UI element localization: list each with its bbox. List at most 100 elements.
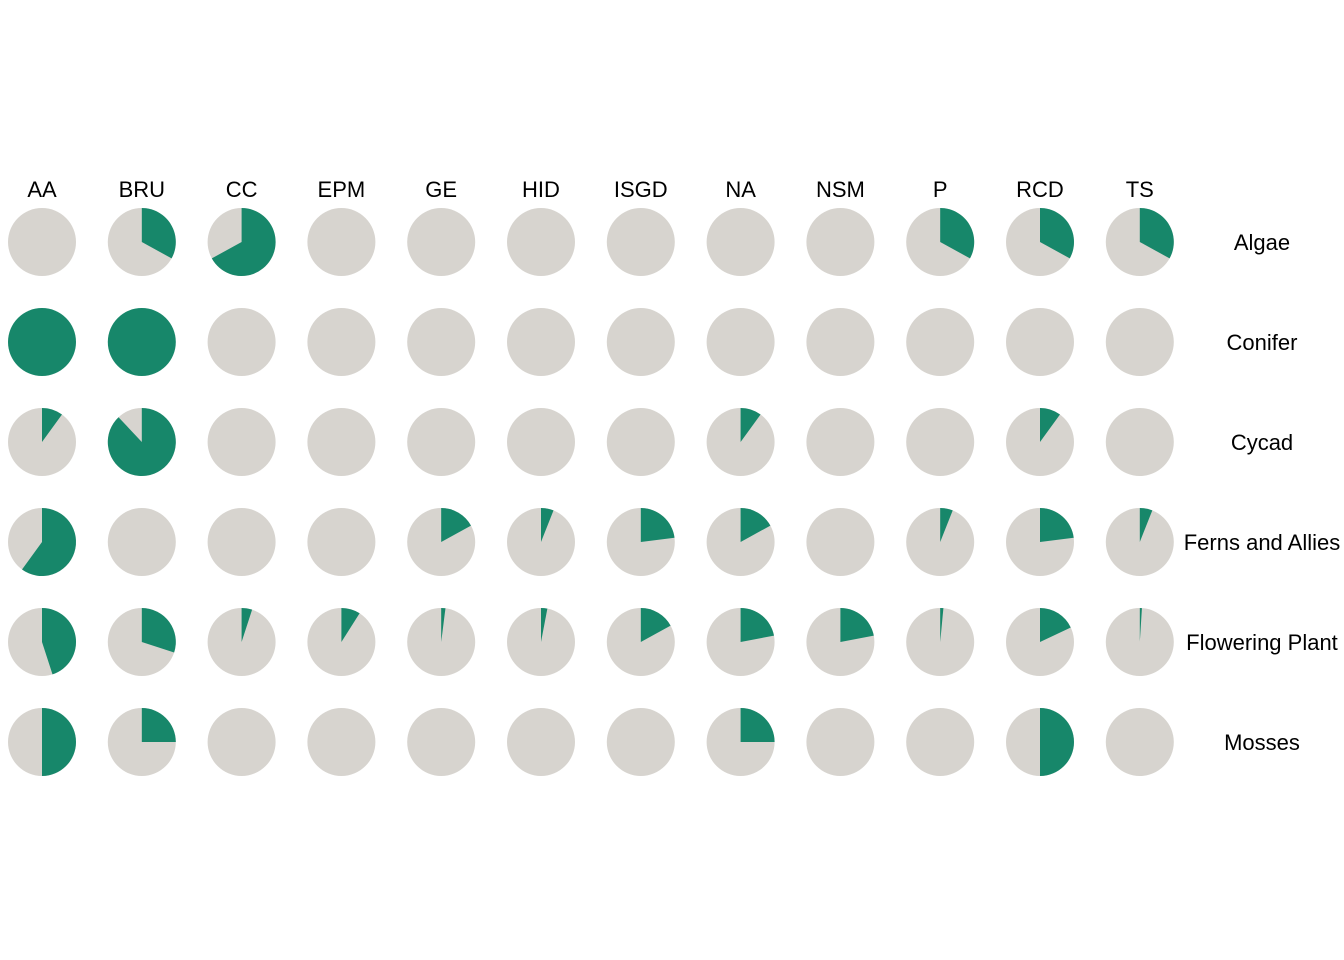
- pie-algae-isgd: [606, 208, 675, 276]
- pie-conifer-epm: [307, 308, 376, 376]
- pie-cycad-aa: [8, 408, 76, 476]
- pie-base-slice: [407, 308, 476, 376]
- pie-algae-nsm: [806, 208, 875, 276]
- pie-conifer-rcd: [1006, 308, 1074, 376]
- pie-cycad-nsm: [806, 408, 875, 476]
- column-label-epm: EPM: [318, 177, 366, 202]
- pie-conifer-p: [906, 308, 975, 376]
- pie-highlight-slice: [42, 708, 76, 776]
- pie-cycad-cc: [207, 408, 276, 476]
- column-label-rcd: RCD: [1016, 177, 1064, 202]
- pie-base-slice: [107, 508, 176, 576]
- pie-flowering-plant-rcd: [1006, 608, 1074, 676]
- pie-cells: [8, 208, 1174, 776]
- pie-highlight-slice: [1139, 508, 1153, 542]
- pie-base-slice: [1105, 408, 1174, 476]
- pie-ferns-and-allies-hid: [507, 508, 575, 576]
- pie-cycad-epm: [307, 408, 376, 476]
- pie-mosses-aa: [8, 708, 76, 776]
- pie-cycad-hid: [507, 408, 575, 476]
- pie-ferns-and-allies-isgd: [606, 508, 675, 576]
- pie-base-slice: [606, 408, 675, 476]
- pie-mosses-hid: [507, 708, 575, 776]
- pie-base-slice: [806, 408, 875, 476]
- pie-highlight-slice: [107, 408, 176, 476]
- pie-highlight-slice: [42, 408, 62, 442]
- pie-conifer-isgd: [606, 308, 675, 376]
- row-label-ferns-and-allies: Ferns and Allies: [1184, 530, 1341, 555]
- pie-algae-bru: [107, 208, 176, 276]
- column-label-cc: CC: [226, 177, 258, 202]
- pie-base-slice: [407, 708, 476, 776]
- pie-mosses-bru: [107, 708, 176, 776]
- pie-base-slice: [507, 708, 575, 776]
- pie-flowering-plant-na: [706, 608, 775, 676]
- pie-cycad-bru: [107, 408, 176, 476]
- pie-mosses-ts: [1105, 708, 1174, 776]
- row-label-algae: Algae: [1234, 230, 1290, 255]
- pie-highlight-slice: [141, 608, 176, 653]
- pie-conifer-hid: [507, 308, 575, 376]
- pie-highlight-slice: [441, 508, 471, 542]
- pie-cycad-na: [706, 408, 775, 476]
- pie-cycad-ts: [1105, 408, 1174, 476]
- column-label-na: NA: [725, 177, 756, 202]
- pie-highlight-slice: [141, 208, 176, 259]
- pie-highlight-slice: [940, 208, 975, 259]
- pie-base-slice: [507, 208, 575, 276]
- row-label-mosses: Mosses: [1224, 730, 1300, 755]
- pie-highlight-slice: [840, 608, 874, 642]
- column-label-hid: HID: [522, 177, 560, 202]
- pie-highlight-slice: [1040, 708, 1074, 776]
- pie-highlight-slice: [940, 608, 944, 642]
- pie-base-slice: [307, 508, 376, 576]
- pie-base-slice: [307, 208, 376, 276]
- pie-ferns-and-allies-nsm: [806, 508, 875, 576]
- pie-highlight-slice: [42, 608, 77, 675]
- pie-base-slice: [207, 308, 276, 376]
- pie-base-slice: [8, 208, 76, 276]
- pie-base-slice: [606, 208, 675, 276]
- pie-highlight-slice: [241, 608, 253, 642]
- pie-highlight-slice: [1040, 208, 1074, 259]
- pie-base-slice: [706, 308, 775, 376]
- pie-conifer-ts: [1105, 308, 1174, 376]
- pie-ferns-and-allies-rcd: [1006, 508, 1074, 576]
- pie-algae-epm: [307, 208, 376, 276]
- pie-cycad-p: [906, 408, 975, 476]
- pie-highlight-slice: [740, 708, 775, 742]
- pie-algae-hid: [507, 208, 575, 276]
- pie-highlight-slice: [341, 608, 360, 642]
- column-label-ge: GE: [425, 177, 457, 202]
- pie-base-slice: [906, 308, 975, 376]
- column-label-aa: AA: [27, 177, 57, 202]
- pie-highlight-slice: [740, 608, 774, 642]
- pie-algae-aa: [8, 208, 76, 276]
- pie-base-slice: [307, 308, 376, 376]
- pie-base-slice: [1105, 308, 1174, 376]
- pie-flowering-plant-isgd: [606, 608, 675, 676]
- pie-highlight-slice: [1040, 508, 1074, 542]
- pie-base-slice: [207, 408, 276, 476]
- pie-ferns-and-allies-bru: [107, 508, 176, 576]
- pie-conifer-ge: [407, 308, 476, 376]
- pie-base-slice: [906, 708, 975, 776]
- pie-algae-rcd: [1006, 208, 1074, 276]
- pie-base-slice: [507, 308, 575, 376]
- pie-highlight-slice: [1040, 608, 1071, 642]
- pie-highlight-slice: [211, 208, 276, 276]
- pie-base-slice: [1006, 308, 1074, 376]
- pie-conifer-bru: [107, 308, 176, 376]
- row-label-cycad: Cycad: [1231, 430, 1293, 455]
- pie-highlight-slice: [740, 508, 771, 542]
- pie-base-slice: [407, 408, 476, 476]
- row-label-flowering-plant: Flowering Plant: [1186, 630, 1338, 655]
- pie-base-slice: [307, 408, 376, 476]
- pie-ferns-and-allies-ge: [407, 508, 476, 576]
- pie-highlight-slice: [1139, 608, 1142, 642]
- pie-mosses-epm: [307, 708, 376, 776]
- pie-ferns-and-allies-cc: [207, 508, 276, 576]
- pie-mosses-ge: [407, 708, 476, 776]
- pie-cycad-isgd: [606, 408, 675, 476]
